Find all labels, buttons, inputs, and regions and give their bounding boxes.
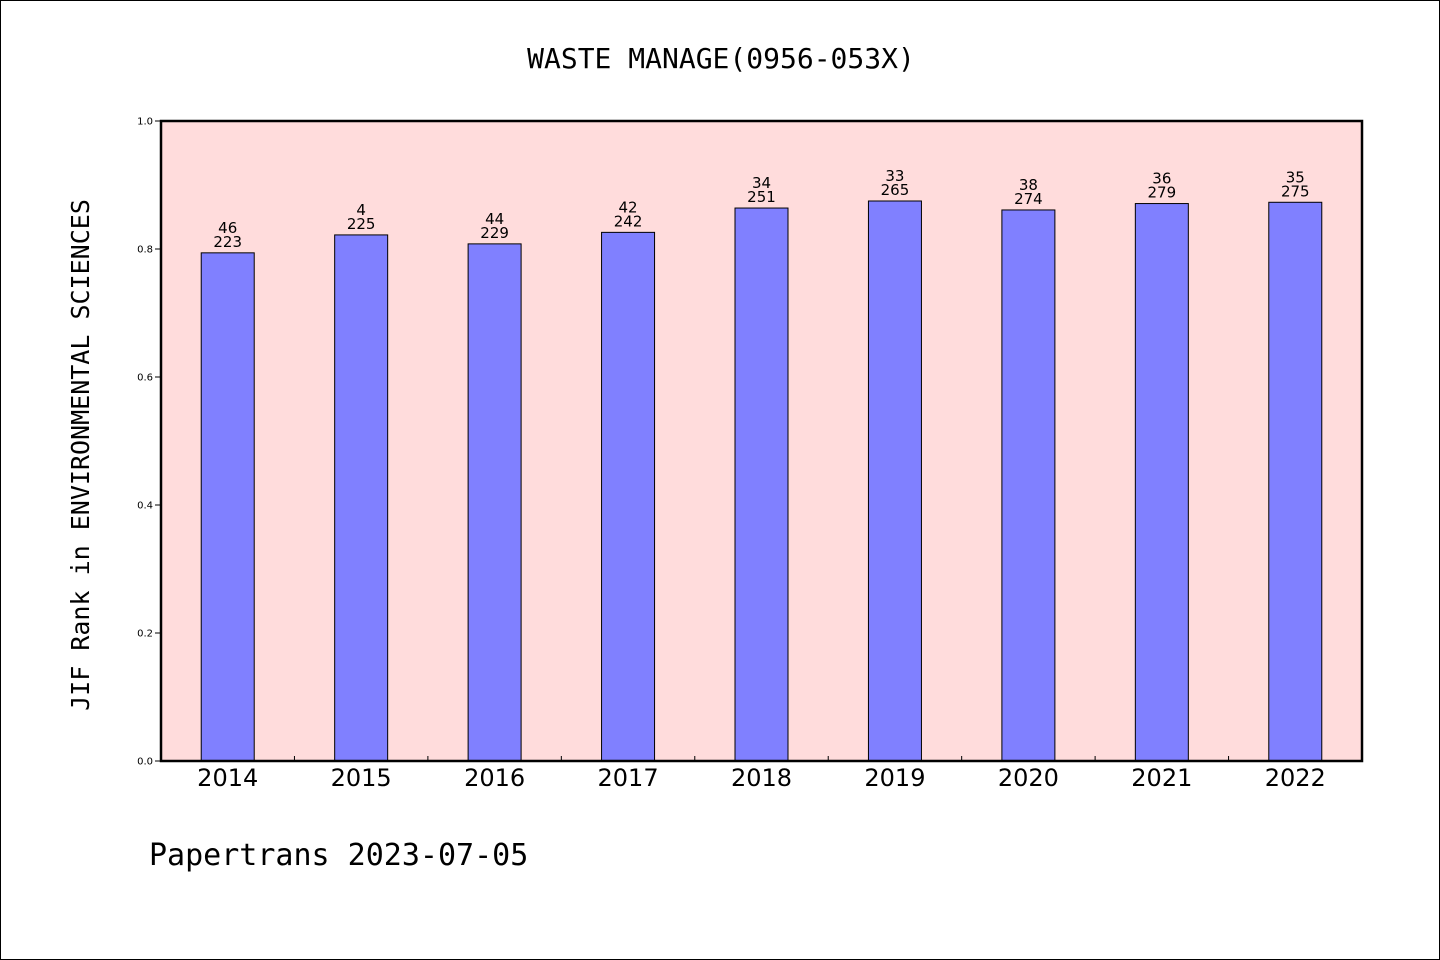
plot-border	[159, 119, 1364, 763]
bar-rank-label-2022: 35	[1286, 168, 1305, 186]
bar-rank-label-2019: 33	[885, 167, 904, 185]
bar-rank-label-2014: 46	[218, 219, 237, 237]
bar-rank-label-2015: 4	[356, 201, 366, 219]
y-tick-label-0.0: 0.0	[137, 757, 153, 768]
x-tick-label-2022: 2022	[1265, 764, 1326, 792]
y-tick-label-1.0: 1.0	[137, 117, 153, 128]
bar-2014	[200, 252, 255, 762]
bar-total-label-2015: 225	[347, 215, 376, 233]
bar-total-label-2022: 275	[1281, 182, 1310, 200]
x-tick-label-2016: 2016	[464, 764, 525, 792]
bar-2018	[734, 207, 789, 762]
footer-credit: Papertrans 2023-07-05	[149, 838, 528, 873]
bar-total-label-2020: 274	[1014, 190, 1043, 208]
bar-total-label-2018: 251	[747, 188, 776, 206]
y-tick-label-0.2: 0.2	[137, 629, 153, 640]
bar-rank-label-2016: 44	[485, 210, 504, 228]
bar-2022	[1268, 201, 1323, 762]
bar-total-label-2017: 242	[614, 212, 643, 230]
bars	[200, 200, 1323, 762]
bar-rank-label-2020: 38	[1019, 176, 1038, 194]
bar-2015	[334, 234, 389, 762]
bar-2021	[1134, 203, 1189, 762]
bar-rank-label-2018: 34	[752, 174, 771, 192]
y-tick-label-0.8: 0.8	[137, 245, 153, 256]
bar-2020	[1001, 209, 1056, 762]
bar-2019	[867, 200, 922, 762]
bar-total-label-2016: 229	[480, 224, 509, 242]
bar-total-label-2019: 265	[881, 181, 910, 199]
y-axis-label: JIF Rank in ENVIRONMENTAL SCIENCES	[66, 199, 95, 711]
x-tick-label-2018: 2018	[731, 764, 792, 792]
x-tick-label-2017: 2017	[598, 764, 659, 792]
bar-rank-label-2021: 36	[1152, 170, 1171, 188]
y-axis: 0.0 0.2 0.4 0.6 0.8 1.0	[137, 117, 161, 768]
bar-total-label-2014: 223	[213, 233, 242, 251]
x-tick-label-2015: 2015	[331, 764, 392, 792]
x-tick-label-2019: 2019	[864, 764, 925, 792]
x-tick-label-2020: 2020	[998, 764, 1059, 792]
bar-2017	[601, 231, 656, 762]
x-axis: 2014 2015 2016 2017 2018 2019 2020 2021 2022	[197, 756, 1326, 792]
y-tick-label-0.6: 0.6	[137, 373, 153, 384]
y-tick-label-0.4: 0.4	[137, 501, 153, 512]
bar-rank-label-2017: 42	[619, 198, 638, 216]
bar-2016	[467, 243, 522, 762]
chart-title: WASTE MANAGE(0956-053X)	[527, 42, 915, 75]
bar-total-label-2021: 279	[1148, 184, 1177, 202]
x-tick-label-2021: 2021	[1131, 764, 1192, 792]
x-tick-label-2014: 2014	[197, 764, 258, 792]
